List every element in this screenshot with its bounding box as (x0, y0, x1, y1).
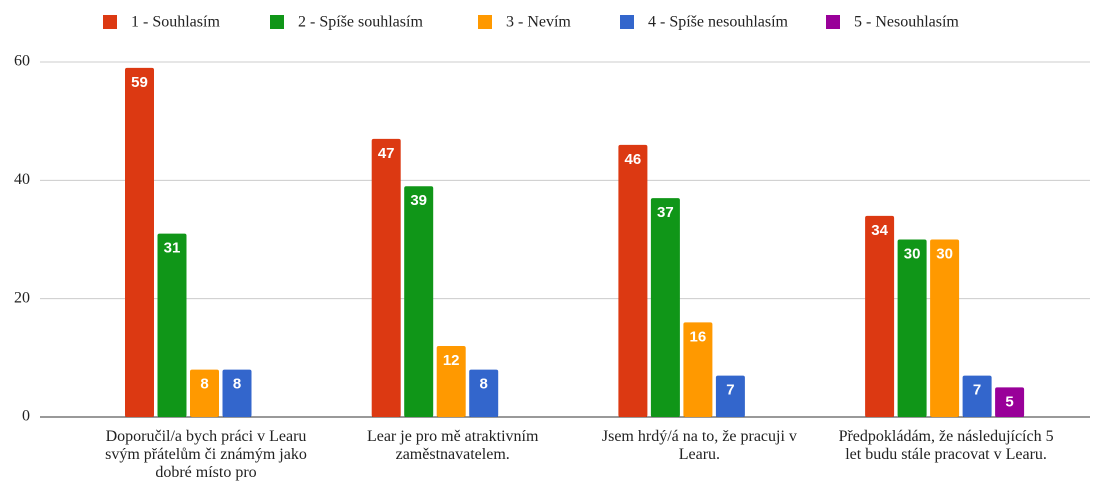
legend-swatch (478, 15, 492, 29)
x-tick-label: Lear je pro mě atraktivním zaměstnavatel… (366, 428, 539, 463)
value-label: 30 (936, 245, 953, 262)
value-label: 7 (973, 382, 981, 399)
legend-label: 2 - Spíše souhlasím (298, 14, 423, 31)
bar (157, 233, 187, 417)
value-label: 46 (625, 151, 642, 168)
value-label: 30 (904, 245, 921, 262)
bar (650, 198, 680, 417)
value-label: 47 (378, 145, 395, 162)
value-label: 8 (200, 376, 208, 393)
bar (897, 239, 927, 417)
y-tick-label: 60 (14, 53, 30, 70)
x-tick-label: Předpokládám, že následujících 5 let bud… (838, 428, 1054, 463)
bar (404, 186, 434, 417)
value-label: 12 (443, 352, 460, 369)
bar (715, 375, 745, 417)
bar (190, 369, 219, 417)
bar (995, 387, 1025, 417)
bar (222, 369, 252, 417)
value-label: 31 (164, 240, 181, 257)
legend-label: 5 - Nesouhlasím (854, 14, 959, 31)
legend-swatch (826, 15, 840, 29)
value-label: 34 (871, 222, 888, 239)
bar (125, 67, 154, 418)
bar (469, 369, 499, 417)
bar (930, 239, 960, 417)
legend-swatch (270, 15, 284, 29)
value-label: 37 (657, 204, 674, 221)
bar (683, 322, 713, 417)
x-tick-label: Doporučil/a bych práci v Learu svým přát… (105, 428, 307, 481)
legend-label: 4 - Spíše nesouhlasím (648, 14, 789, 31)
bar (865, 215, 895, 417)
legend-swatch (620, 15, 634, 29)
bar (371, 138, 401, 417)
bar (436, 346, 466, 417)
x-tick-label: Jsem hrdý/á na to, že pracuji v Learu. (601, 428, 797, 463)
value-label: 8 (233, 376, 241, 393)
value-label: 8 (480, 376, 488, 393)
value-label: 5 (1005, 393, 1013, 410)
legend-swatch (103, 15, 117, 29)
y-tick-label: 0 (22, 408, 30, 425)
legend-label: 1 - Souhlasím (131, 14, 220, 31)
legend-label: 3 - Nevím (506, 14, 571, 31)
y-tick-label: 40 (14, 171, 30, 188)
bar (962, 375, 992, 417)
value-label: 59 (131, 74, 148, 91)
y-tick-label: 20 (14, 289, 30, 306)
value-label: 16 (690, 328, 707, 345)
bar (618, 144, 648, 418)
value-label: 7 (726, 382, 734, 399)
value-label: 39 (410, 192, 427, 209)
